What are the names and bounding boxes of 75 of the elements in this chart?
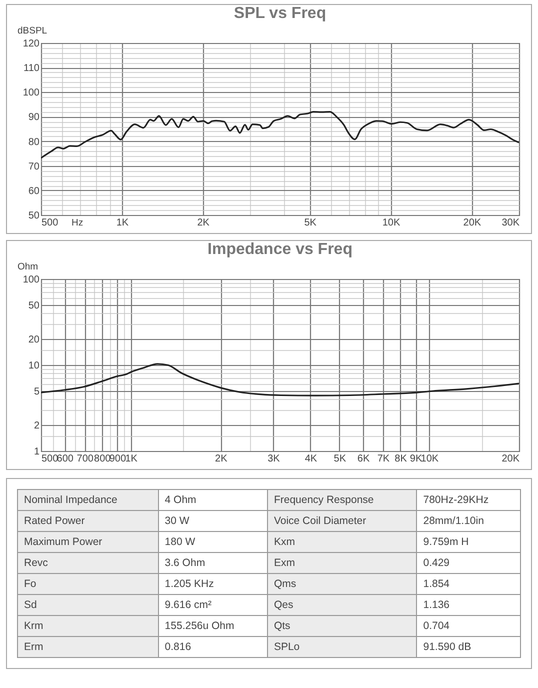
text: Kxm bbox=[267, 532, 417, 552]
x-tick-label: 600 bbox=[56, 454, 74, 464]
x-tick-label: 3K bbox=[268, 454, 280, 464]
x-axis-title: Hz bbox=[72, 218, 84, 228]
y-axis-title: dBSPL bbox=[18, 26, 48, 36]
x-tick-label: 500 bbox=[42, 218, 59, 228]
y-tick-label: 1 bbox=[34, 446, 40, 458]
text: 4 Ohm bbox=[158, 490, 268, 510]
y-tick-label: 90 bbox=[28, 112, 40, 124]
text: Qts bbox=[267, 616, 417, 636]
text: Frequency Response bbox=[267, 490, 417, 510]
x-tick-label: 6K bbox=[357, 454, 370, 464]
text: 9.759m H bbox=[416, 532, 520, 552]
x-tick-label: 20K bbox=[463, 218, 482, 228]
text: Fo bbox=[18, 574, 158, 594]
text: 1.205 KHz bbox=[158, 574, 268, 594]
text: 1.136 bbox=[416, 594, 520, 616]
x-tick-label: 2K bbox=[215, 454, 228, 464]
text: Revc bbox=[18, 552, 158, 574]
y-tick-label: 110 bbox=[24, 63, 40, 74]
x-tick-label: 10K bbox=[420, 454, 439, 464]
text: 28mm/1.10in bbox=[416, 510, 520, 532]
text: 155.256u Ohm bbox=[158, 616, 268, 636]
text: 1.854 bbox=[416, 574, 520, 594]
x-tick-label: 8K bbox=[394, 454, 408, 464]
text: 0.816 bbox=[158, 636, 268, 658]
text: 0.704 bbox=[416, 616, 520, 636]
y-tick-label: 2 bbox=[34, 420, 40, 432]
text: Sd bbox=[18, 594, 158, 616]
x-tick-label: 10K bbox=[382, 218, 400, 228]
y-tick-label: 20 bbox=[28, 334, 40, 346]
y-axis-title: Ohm bbox=[18, 262, 38, 272]
x-tick-label: 800 bbox=[94, 454, 112, 464]
x-tick-label: 5K bbox=[304, 218, 317, 228]
text: Exm bbox=[267, 552, 417, 574]
text: 3.6 Ohm bbox=[158, 552, 268, 574]
text: 180 W bbox=[158, 532, 268, 552]
y-tick-label: 100 bbox=[22, 274, 40, 286]
text: 30 W bbox=[158, 510, 268, 532]
y-tick-label: 120 bbox=[22, 38, 40, 50]
text: 91.590 dB bbox=[416, 636, 520, 658]
x-tick-label: 1K bbox=[116, 218, 129, 228]
y-tick-label: 80 bbox=[28, 136, 40, 148]
y-tick-label: 10 bbox=[28, 360, 40, 372]
y-tick-label: 60 bbox=[28, 186, 40, 197]
y-tick-label: 70 bbox=[28, 161, 40, 172]
y-tick-label: 100 bbox=[22, 88, 40, 99]
text: Maximum Power bbox=[18, 532, 158, 552]
text: Rated Power bbox=[18, 510, 158, 532]
x-tick-label: 900 bbox=[109, 454, 126, 464]
x-tick-label: 2K bbox=[197, 218, 210, 228]
text: 0.429 bbox=[416, 552, 520, 574]
text: 780Hz-29KHz bbox=[416, 490, 520, 510]
chart-title: Impedance vs Freq bbox=[208, 241, 352, 258]
text: 9.616 cm² bbox=[158, 594, 268, 616]
y-tick-label: 5 bbox=[34, 386, 40, 398]
x-tick-label: 30K bbox=[502, 218, 520, 228]
y-tick-label: 50 bbox=[28, 300, 40, 312]
y-tick-label: 50 bbox=[28, 210, 40, 222]
x-tick-label: 5K bbox=[334, 454, 346, 464]
x-tick-label: 4K bbox=[304, 454, 318, 464]
x-tick-label: 7K bbox=[377, 454, 390, 464]
text: Erm bbox=[18, 636, 158, 658]
chart-title: SPL vs Freq bbox=[234, 5, 326, 22]
text: Krm bbox=[18, 616, 158, 636]
x-tick-label: 700 bbox=[76, 454, 94, 464]
text: Qms bbox=[267, 574, 417, 594]
x-tick-label: 9K bbox=[410, 454, 422, 464]
text: Voice Coil Diameter bbox=[267, 510, 417, 532]
text: SPLo bbox=[267, 636, 417, 658]
x-tick-label: 1K bbox=[125, 454, 138, 464]
text: Nominal Impedance bbox=[18, 490, 158, 510]
x-tick-label: 500 bbox=[42, 454, 59, 464]
x-tick-label: 20K bbox=[502, 454, 520, 464]
text: Qes bbox=[267, 594, 417, 616]
